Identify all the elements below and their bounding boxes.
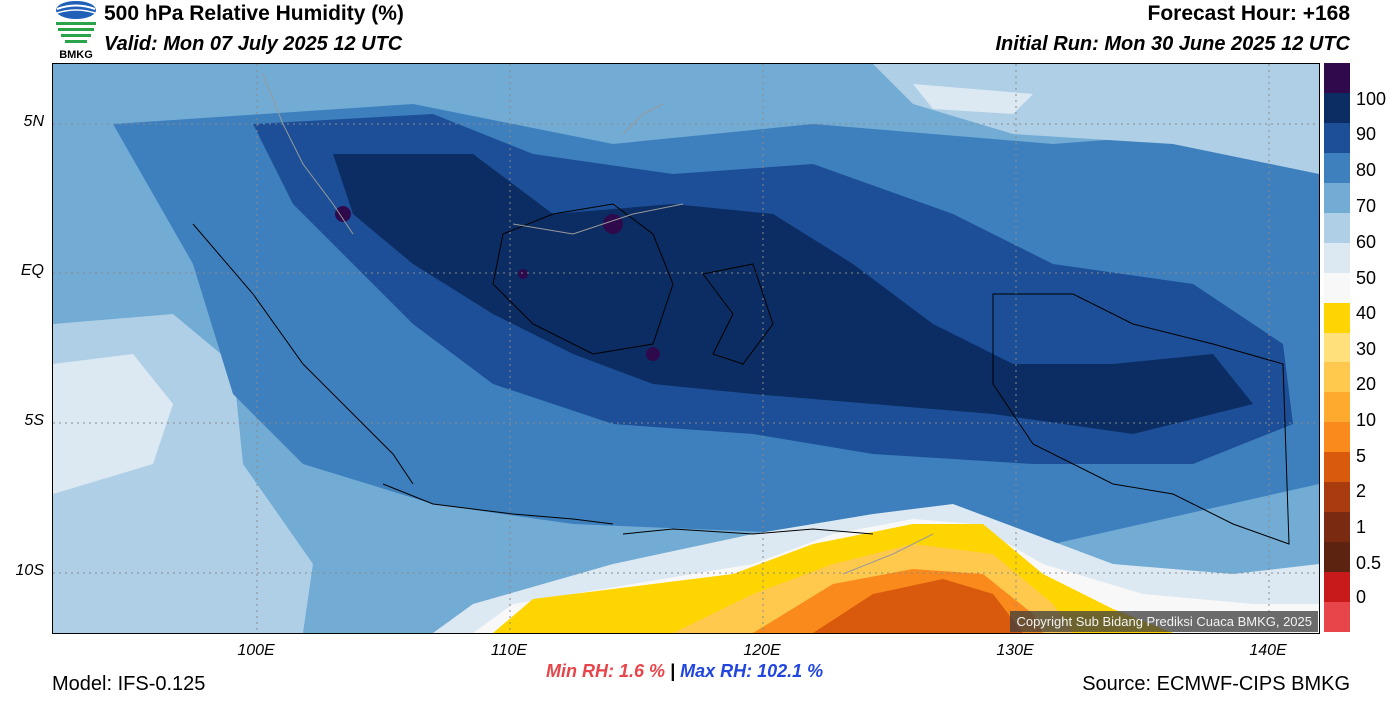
colorbar-label: 0	[1356, 587, 1367, 607]
humidity-field	[53, 64, 1319, 633]
colorbar-label: 10	[1356, 410, 1377, 430]
source-info: Source: ECMWF-CIPS BMKG	[1082, 673, 1350, 695]
colorbar-swatch	[1324, 302, 1350, 334]
colorbar-swatch	[1324, 602, 1350, 633]
lon-label-100e: 100E	[237, 642, 275, 659]
colorbar-swatch	[1324, 452, 1350, 483]
colorbar-swatch	[1324, 542, 1350, 573]
colorbar-label: 70	[1356, 196, 1377, 216]
colorbar-label: 30	[1356, 339, 1377, 359]
colorbar-swatch	[1324, 392, 1350, 423]
logo-text: BMKG	[59, 49, 93, 60]
colorbar-swatch	[1324, 482, 1350, 513]
colorbar-swatch	[1324, 92, 1350, 124]
colorbar-swatch	[1324, 152, 1350, 184]
colorbar-label: 2	[1356, 481, 1367, 501]
forecast-hour: Forecast Hour: +168	[1147, 2, 1351, 25]
lon-label-140e: 140E	[1249, 642, 1287, 659]
copyright-notice: Copyright Sub Bidang Prediksi Cuaca BMKG…	[1010, 611, 1318, 632]
lat-label-10s: 10S	[15, 562, 44, 579]
humidity-map: Copyright Sub Bidang Prediksi Cuaca BMKG…	[52, 63, 1320, 634]
rh-stats: Min RH: 1.6 % | Max RH: 102.1 %	[546, 661, 823, 682]
valid-time: Valid: Mon 07 July 2025 12 UTC	[104, 33, 403, 55]
colorbar-label: 1	[1356, 517, 1367, 537]
colorbar-label: 40	[1356, 303, 1377, 323]
colorbar-label: 20	[1356, 374, 1377, 394]
initial-run: Initial Run: Mon 30 June 2025 12 UTC	[995, 33, 1350, 55]
stats-separator: |	[670, 661, 676, 681]
colorbar-label: 5	[1356, 446, 1367, 466]
colorbar-swatch	[1324, 362, 1350, 393]
max-rh-value: 102.1 %	[757, 661, 824, 681]
colorbar-label: 80	[1356, 160, 1377, 180]
lon-label-130e: 130E	[996, 642, 1034, 659]
colorbar-swatch	[1324, 572, 1350, 603]
colorbar-swatch	[1324, 422, 1350, 453]
colorbar-swatch	[1324, 332, 1350, 363]
colorbar-label: 60	[1356, 232, 1377, 252]
colorbar-label: 100	[1356, 89, 1387, 109]
colorbar-swatch	[1324, 272, 1350, 304]
lon-label-110e: 110E	[490, 642, 528, 659]
max-rh-label: Max RH:	[680, 661, 753, 681]
colorbar-swatch	[1324, 212, 1350, 244]
colorbar	[1324, 63, 1350, 633]
colorbar-swatch	[1324, 512, 1350, 543]
min-rh-value: 1.6 %	[619, 661, 666, 681]
lat-label-5n: 5N	[23, 113, 44, 130]
map-title: 500 hPa Relative Humidity (%)	[104, 2, 404, 25]
colorbar-label: 50	[1356, 268, 1377, 288]
colorbar-swatch	[1324, 182, 1350, 214]
colorbar-swatch	[1324, 63, 1350, 94]
colorbar-label: 0.5	[1356, 553, 1382, 573]
colorbar-swatch	[1324, 122, 1350, 154]
colorbar-swatch	[1324, 242, 1350, 274]
colorbar-label: 90	[1356, 124, 1377, 144]
lon-label-120e: 120E	[743, 642, 781, 659]
lat-label-5s: 5S	[24, 412, 44, 429]
model-info: Model: IFS-0.125	[52, 673, 206, 695]
min-rh-label: Min RH:	[546, 661, 614, 681]
lat-label-eq: EQ	[20, 262, 44, 279]
bmkg-logo: BMKG	[56, 1, 96, 60]
